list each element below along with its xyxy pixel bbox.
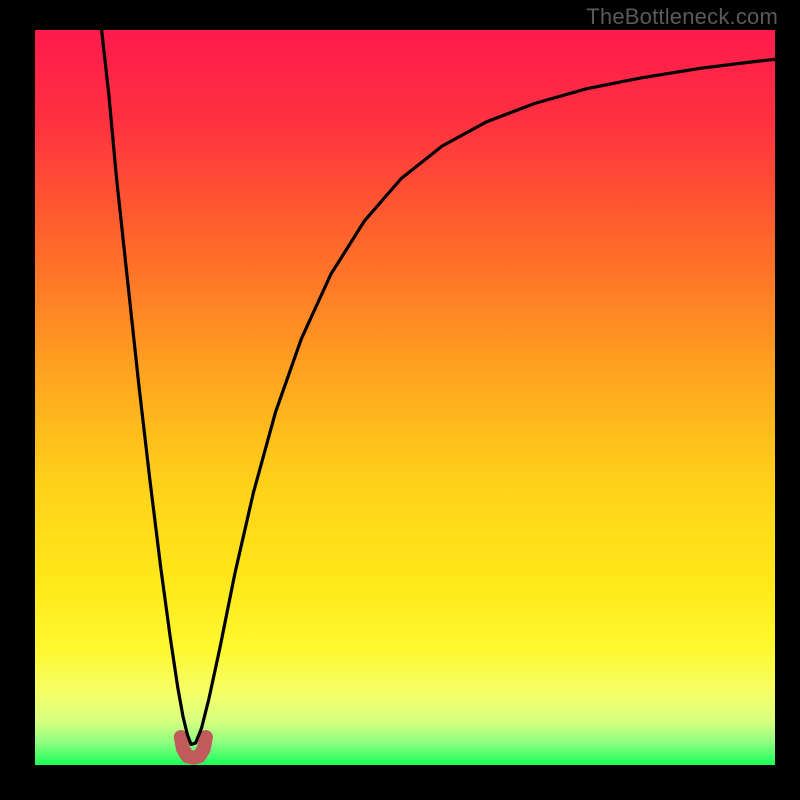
watermark-text: TheBottleneck.com [586, 4, 778, 30]
chart-frame: TheBottleneck.com [0, 0, 800, 800]
plot-area [35, 30, 775, 765]
chart-svg [35, 30, 775, 765]
curve-line [102, 30, 775, 744]
marker-u-shape [181, 737, 206, 758]
